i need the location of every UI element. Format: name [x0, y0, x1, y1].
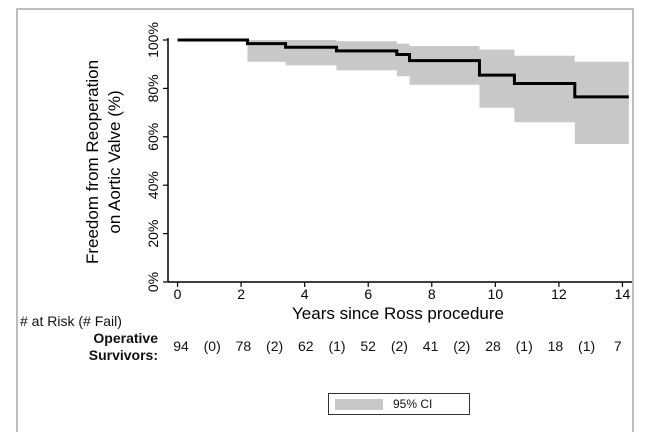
risk-cell: (0) — [203, 338, 221, 354]
risk-cell: (2) — [453, 338, 471, 354]
x-tick-label: 14 — [615, 286, 631, 302]
y-tick-label: 100% — [145, 22, 161, 58]
ci-band-layer — [247, 40, 629, 145]
risk-cell: 52 — [360, 338, 376, 354]
y-axis-label: Freedom from Reoperation on Aortic Valve… — [83, 60, 124, 264]
x-tick-label: 6 — [364, 286, 372, 302]
x-tick-label: 4 — [301, 286, 309, 302]
y-tick-label: 80% — [145, 74, 161, 102]
risk-cell: 62 — [298, 338, 314, 354]
risk-cell: 18 — [547, 338, 564, 354]
risk-cell: 41 — [422, 338, 439, 354]
y-tick-label: 40% — [145, 171, 161, 199]
risk-cell: 7 — [613, 338, 622, 354]
y-tick-label: 0% — [145, 272, 161, 292]
y-axis-label-line1: Freedom from Reoperation — [83, 60, 102, 264]
ci-band — [247, 40, 629, 145]
survival-curve-layer — [177, 38, 629, 99]
x-tick-label: 2 — [237, 286, 245, 302]
risk-cell: (1) — [578, 338, 596, 354]
risk-cell: 94 — [173, 338, 189, 354]
x-tick-label: 12 — [551, 286, 567, 302]
y-tick-label: 60% — [145, 123, 161, 151]
x-tick-label: 0 — [174, 286, 182, 302]
legend-label-ci: 95% CI — [393, 397, 433, 411]
risk-cell: (1) — [515, 338, 533, 354]
y-axis-label-line2: on Aortic Valve (%) — [105, 90, 124, 233]
risk-cell: (2) — [390, 338, 408, 354]
legend-swatch-ci — [335, 399, 383, 410]
risk-cell: 78 — [235, 338, 252, 354]
survival-curve — [177, 38, 629, 99]
figure-frame — [16, 8, 634, 432]
x-axis-label: Years since Ross procedure — [292, 304, 504, 323]
risk-table-title: # at Risk (# Fail) — [20, 313, 122, 329]
y-tick-label: 20% — [145, 220, 161, 248]
risk-group-label-line2: Survivors: — [88, 347, 158, 363]
risk-cell: 28 — [485, 338, 501, 354]
risk-cell: (1) — [328, 338, 346, 354]
risk-group-label-line1: Operative — [93, 330, 158, 346]
legend: 95% CI — [328, 393, 470, 415]
axes-layer: 0 2 4 6 8 10 12 14 0% 20% 40% 60% 80% 100% — [145, 22, 632, 302]
risk-cell: (2) — [266, 338, 284, 354]
risk-group-label: Operative Survivors: — [60, 330, 158, 364]
x-tick-label: 10 — [488, 286, 504, 302]
x-tick-label: 8 — [428, 286, 436, 302]
